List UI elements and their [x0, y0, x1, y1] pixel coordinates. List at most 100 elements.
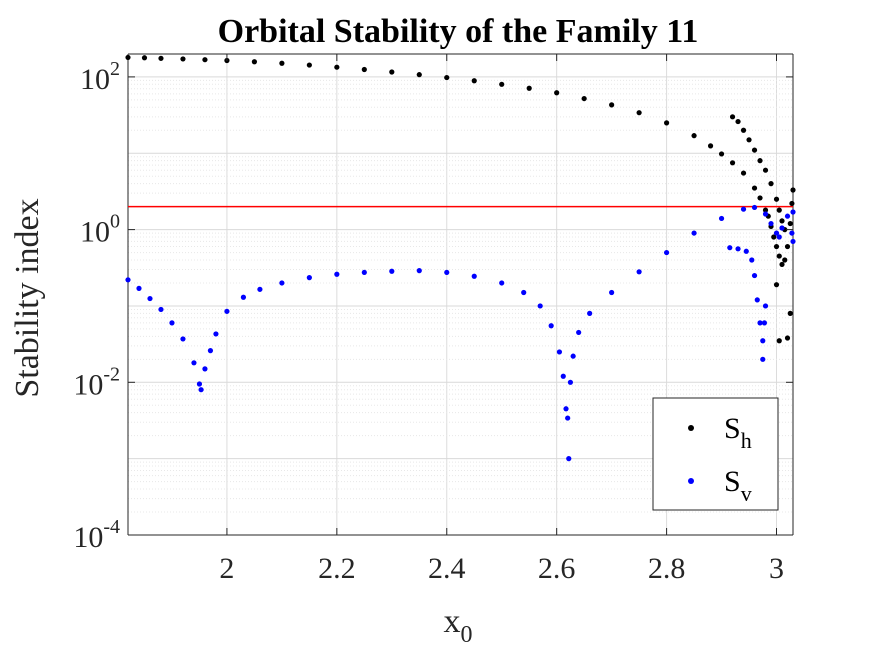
point-v [663, 249, 670, 256]
point-v [471, 273, 477, 279]
point-h [729, 114, 736, 120]
point-v [361, 269, 367, 276]
point-v [727, 245, 733, 251]
point-v [718, 215, 725, 222]
point-h [776, 338, 782, 344]
point-h [180, 56, 186, 62]
grid [128, 54, 793, 536]
point-v [779, 225, 785, 231]
point-h [663, 120, 670, 126]
point-v [240, 294, 247, 300]
point-v [784, 213, 791, 219]
point-v [761, 320, 768, 326]
point-h [771, 234, 777, 240]
point-v [760, 338, 766, 344]
point-v [207, 348, 214, 354]
point-h [779, 218, 785, 224]
point-v [790, 238, 796, 245]
x-tick-label: 3 [769, 552, 784, 585]
y-tick-base: 10 [80, 216, 110, 249]
point-v [790, 209, 796, 215]
legend-label-sh-sub: h [741, 428, 752, 453]
point-h [361, 66, 367, 73]
y-tick-base: 10 [73, 368, 103, 401]
point-h [773, 196, 780, 202]
point-v [749, 257, 755, 263]
point-h [609, 102, 615, 108]
point-v [789, 230, 795, 236]
point-v [751, 204, 758, 211]
y-tick-exponent: 2 [110, 58, 120, 80]
x-tick-label: 2.2 [318, 552, 356, 585]
point-v [224, 308, 230, 314]
point-h [751, 185, 758, 191]
point-h [782, 257, 788, 263]
point-v [125, 277, 131, 283]
point-h [125, 54, 131, 61]
point-h [787, 310, 793, 316]
point-v [416, 268, 422, 274]
point-v [760, 356, 766, 362]
legend-label-sv-main: S [724, 465, 741, 498]
x-ticks: 2 2.2 2.4 2.6 2.8 3 [219, 54, 784, 585]
point-h [279, 60, 285, 66]
point-v [776, 234, 782, 240]
point-v [444, 269, 450, 276]
point-v [735, 246, 741, 252]
y-tick-label: 102 [80, 58, 120, 96]
point-h [773, 243, 780, 250]
legend-marker-sh [688, 425, 694, 431]
point-v [762, 303, 769, 309]
point-h [471, 78, 477, 84]
point-h [499, 81, 505, 87]
point-h [735, 118, 741, 125]
point-v [191, 360, 197, 366]
point-h [636, 110, 642, 116]
point-h [740, 127, 747, 133]
point-h [581, 95, 587, 102]
legend-label-sh: Sh [724, 412, 752, 453]
point-v [196, 381, 203, 387]
x-axis-label-sub: 0 [461, 622, 473, 648]
x-axis-label-main: x [444, 603, 461, 640]
point-h [776, 207, 782, 213]
point-v [563, 406, 569, 412]
point-h [389, 69, 395, 75]
point-v [754, 297, 760, 303]
y-tick-base: 10 [80, 63, 110, 96]
point-v [609, 289, 615, 296]
point-h [757, 158, 763, 164]
data-points [125, 54, 796, 462]
point-h [779, 261, 785, 268]
legend-label-sv-sub: v [741, 481, 752, 506]
chart-title: Orbital Stability of the Family 11 [218, 13, 699, 50]
point-h [444, 74, 450, 81]
x-tick-label: 2.4 [428, 552, 466, 585]
x-tick-label: 2.6 [538, 552, 576, 585]
point-v [147, 295, 153, 302]
point-v [136, 285, 142, 291]
point-v [389, 268, 395, 274]
point-v [198, 387, 204, 393]
point-h [787, 220, 793, 227]
point-v [691, 230, 697, 236]
legend-box [652, 397, 779, 511]
legend-label-sh-main: S [724, 412, 741, 445]
point-h [729, 160, 736, 166]
point-h [773, 282, 780, 288]
point-v [537, 303, 543, 309]
point-h [790, 187, 796, 193]
point-h [784, 335, 791, 341]
point-h [416, 72, 422, 78]
point-v [743, 248, 749, 254]
point-h [784, 243, 791, 250]
point-h [751, 147, 758, 153]
point-v [548, 323, 554, 329]
point-v [576, 329, 582, 336]
x-tick-label: 2 [219, 552, 234, 585]
point-h [762, 207, 769, 213]
point-h [740, 170, 747, 176]
y-tick-label: 10-4 [73, 516, 120, 554]
point-v [180, 336, 186, 342]
